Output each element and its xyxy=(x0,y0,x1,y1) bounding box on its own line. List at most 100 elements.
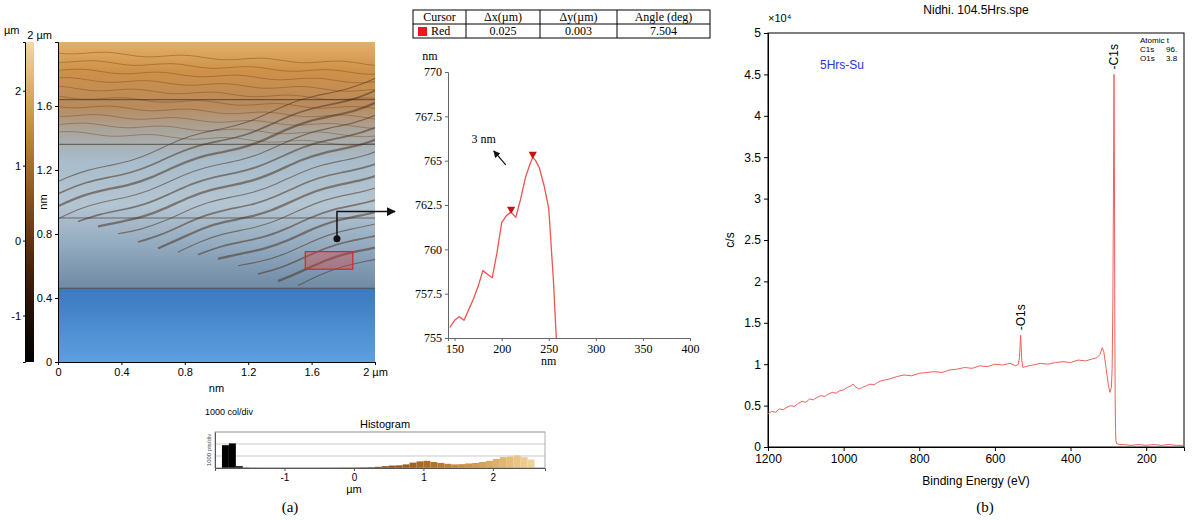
y-axis-tick-label: 1.5 xyxy=(744,316,761,330)
colorbar-axis-tick-mark xyxy=(23,166,25,167)
cursor-arrow xyxy=(337,212,395,239)
y-axis-tick: 3.5 xyxy=(744,151,768,165)
table-cell: Red xyxy=(431,24,450,38)
afm-step-edge xyxy=(98,94,375,226)
y-axis-tick-label: 757.5 xyxy=(415,287,442,301)
y-axis-tick-label: 0.8 xyxy=(37,228,52,240)
y-axis-tick: 2 µm xyxy=(27,29,58,42)
afm-step-edge xyxy=(78,92,375,222)
y-axis-tick: 767.5 xyxy=(415,110,448,124)
x-axis-line xyxy=(59,363,376,366)
y-axis-tick-mark xyxy=(764,406,768,407)
y-axis-tick-mark xyxy=(55,362,58,363)
x-axis-tick-label: 400 xyxy=(682,342,700,356)
x-axis-tick: 0 xyxy=(352,468,358,483)
y-axis-tick-label: 3.5 xyxy=(744,151,761,165)
x-axis-tick: 350 xyxy=(634,338,652,356)
histogram-bar xyxy=(472,463,479,468)
x-axis-tick-label: 200 xyxy=(493,342,511,356)
y-axis-tick-label: 755 xyxy=(424,331,442,345)
histogram-bar xyxy=(458,464,465,468)
colorbar-axis: -1012 xyxy=(11,43,25,363)
x-axis-tick-label: 1.6 xyxy=(304,366,319,378)
afm-scan-line xyxy=(58,217,375,218)
x-axis-tick-label: 600 xyxy=(985,452,1005,466)
colorbar-title: µm xyxy=(4,24,20,36)
profile-panel: 150200250300350400755757.5760762.5765767… xyxy=(415,49,700,368)
panel-labels: (a)(b) xyxy=(282,499,994,516)
y-axis-tick-mark xyxy=(445,161,448,162)
y-axis-tick-label: 765 xyxy=(424,154,442,168)
y-axis-tick-label: 767.5 xyxy=(415,110,442,124)
x-axis-title: Binding Energy (eV) xyxy=(922,474,1029,488)
x-axis-tick: 1000 xyxy=(831,447,858,466)
y-axis-tick-mark xyxy=(55,106,58,107)
y-axis-tick: 1 xyxy=(754,358,768,372)
texts: nmnm3 nm xyxy=(422,49,557,368)
x-axis-tick-label: 0 xyxy=(55,366,61,378)
x-axis-tick-mark xyxy=(919,447,920,451)
x-axis-tick: 1.2 xyxy=(241,362,256,378)
grid-line xyxy=(215,444,545,445)
afm-step-edge xyxy=(58,65,375,202)
y-axis-tick-mark xyxy=(55,170,58,171)
colorbar-axis-line xyxy=(23,43,26,363)
y-axis-multiplier: ×10⁴ xyxy=(768,12,792,24)
y-axis-tick-mark xyxy=(764,116,768,117)
plot-area xyxy=(768,74,1184,445)
afm-scan-line xyxy=(58,144,375,145)
afm-scan-line xyxy=(58,288,375,289)
x-axis: 150200250300350400 xyxy=(446,338,699,356)
y-axis-line xyxy=(55,43,59,363)
afm-step-edge xyxy=(158,111,375,249)
x-axis-line xyxy=(769,448,1185,452)
afm-step-edge xyxy=(278,143,375,281)
y-axis-tick: 755 xyxy=(424,331,448,345)
y-axis-title: c/s xyxy=(723,232,737,247)
x-axis-tick: 300 xyxy=(587,338,605,356)
y-axis-title: nm xyxy=(37,194,49,209)
afm-wrinkle xyxy=(58,86,375,100)
x-axis-title: nm xyxy=(209,382,224,394)
y-axis-tick: 0.4 xyxy=(37,292,58,304)
y-axis: 755757.5760762.5765767.5770 xyxy=(415,65,449,345)
afm-panel: 00.40.81.21.62 µm00.40.81.21.62 µmnmnm-1… xyxy=(0,24,706,394)
x-axis-tick: 0.8 xyxy=(178,362,193,378)
x-axis-tick: 2 µm xyxy=(363,362,388,378)
y-axis-title: nm xyxy=(422,49,438,63)
colorbar-axis-tick: 1 xyxy=(15,160,25,172)
x-axis-title: µm xyxy=(346,483,362,495)
annotation: 3 nm xyxy=(472,132,497,146)
x-axis-tick-mark xyxy=(1146,447,1147,451)
histogram-panel: -1012Histogramµm1000 pts/div1000 col/div xyxy=(205,407,546,495)
afm-wrinkle xyxy=(58,105,375,121)
x-axis: 0 0.4 0.8 1.2 1.6 2 µm xyxy=(55,362,387,378)
x-axis-tick-label: 0.4 xyxy=(114,366,129,378)
afm-step-edge xyxy=(238,131,375,266)
xps-panel: 1200100080060040020000.511.522.533.544.5… xyxy=(723,3,1185,488)
x-axis-tick-label: 350 xyxy=(634,342,652,356)
histogram-bar xyxy=(507,457,514,468)
y-axis-tick-mark xyxy=(445,294,448,295)
y-axis-tick-mark xyxy=(445,72,448,73)
y-axis-tick: 2 xyxy=(754,275,768,289)
afm-step-edge xyxy=(258,135,375,274)
histogram-bar xyxy=(514,455,521,468)
data-line xyxy=(768,74,1184,445)
table-header: Δy(µm) xyxy=(560,10,598,24)
cursor-swatch xyxy=(418,27,427,36)
plot-area xyxy=(450,152,556,338)
colorbar-axis-tick: 2 xyxy=(15,85,25,97)
x-axis-tick-mark xyxy=(185,362,186,365)
x-axis-tick-label: -1 xyxy=(281,472,290,483)
y-axis-tick-label: 4 xyxy=(754,109,761,123)
y-axis-tick-label: 762.5 xyxy=(415,198,442,212)
y-axis: 00.511.522.533.544.55 xyxy=(744,26,768,454)
y-axis-tick: 0 xyxy=(46,356,58,368)
y-axis-tick-label: 3 xyxy=(754,192,761,206)
panel-label: (b) xyxy=(976,499,994,516)
y-axis-tick: 765 xyxy=(424,154,448,168)
afm-substrate xyxy=(58,288,375,362)
histogram-bar xyxy=(410,463,417,468)
x-axis-tick-label: 150 xyxy=(446,342,464,356)
